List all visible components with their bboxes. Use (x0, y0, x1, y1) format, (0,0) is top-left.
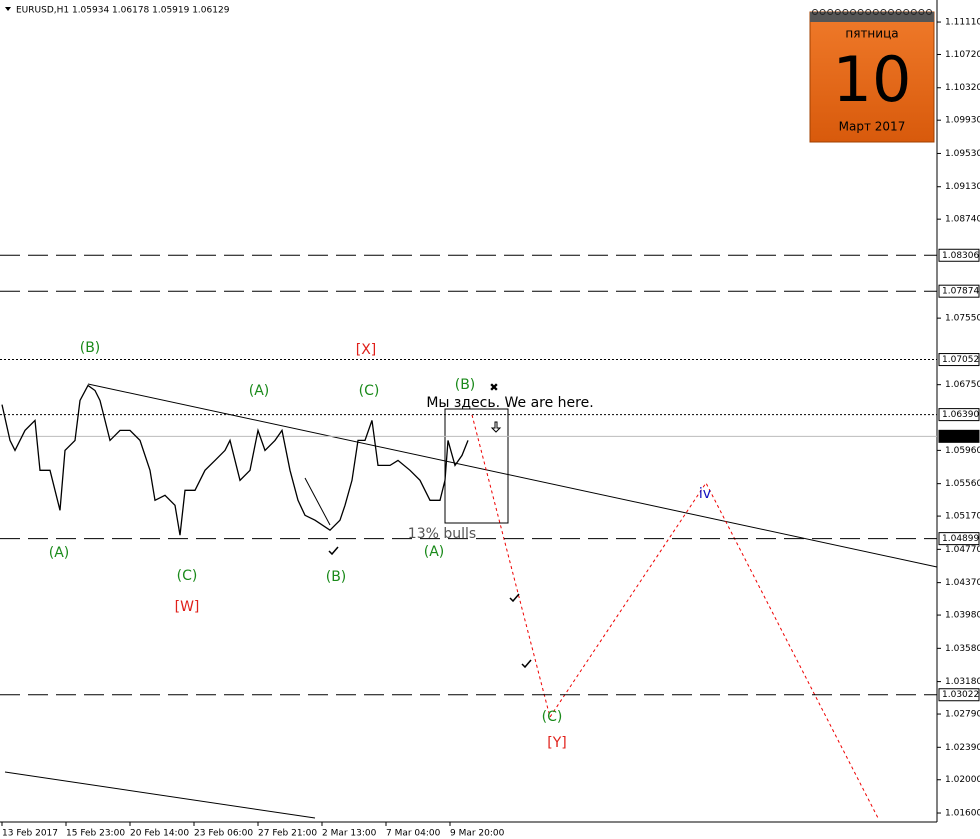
focus-box (444, 408, 509, 524)
y-tick-label: 1.01600 (945, 809, 980, 819)
forecast-path (471, 414, 879, 819)
check-icon (521, 659, 532, 669)
x-tick-label: 7 Mar 04:00 (386, 829, 441, 839)
level-label-box (938, 688, 980, 702)
calendar-page (809, 11, 935, 143)
menu-triangle (5, 7, 11, 11)
y-tick-label: 1.02790 (945, 710, 980, 720)
wave-label: (C) (542, 709, 563, 725)
y-tick-label: 1.10320 (945, 83, 980, 93)
x-tick-label: 23 Feb 06:00 (194, 829, 253, 839)
calendar-ring (918, 9, 925, 15)
x-tick-label: 13 Feb 2017 (2, 829, 58, 839)
y-tick-label: 1.03980 (945, 611, 980, 621)
calendar-month: Март 2017 (839, 120, 906, 134)
wave-label: [X] (356, 342, 377, 358)
y-tick-label: 1.09930 (945, 116, 980, 126)
y-tick-label: 1.02390 (945, 743, 980, 753)
level-label: 1.07874 (942, 287, 979, 297)
calendar-ring (812, 9, 818, 15)
calendar-ring (842, 9, 849, 15)
calendar-ring (872, 9, 879, 15)
wave-label: (C) (177, 568, 198, 584)
y-tick-label: 1.04370 (945, 578, 980, 588)
level-label: 1.04899 (942, 534, 979, 544)
y-tick-label: 1.04770 (945, 545, 980, 555)
calendar-ring (880, 9, 887, 15)
chart-title: EURUSD,H1 1.05934 1.06178 1.05919 1.0612… (16, 6, 230, 16)
wave-label: (B) (455, 377, 476, 393)
wave-label: [W] (175, 599, 200, 615)
level-label-box (938, 532, 980, 546)
calendar-ring (903, 9, 910, 15)
price-line (1, 384, 469, 536)
level-label-box (938, 248, 980, 262)
cross-icon: ✖ (489, 381, 498, 394)
calendar-ring (910, 9, 917, 15)
wave-label: iv (699, 486, 711, 502)
y-tick-label: 1.09530 (945, 149, 980, 159)
calendar-day: 10 (833, 43, 912, 116)
check-icon (509, 593, 520, 603)
y-tick-label: 1.07550 (945, 314, 980, 324)
y-tick-label: 1.06750 (945, 380, 980, 390)
y-tick-label: 1.05170 (945, 512, 980, 522)
level-label-box (938, 408, 980, 422)
wave-label: 13% bulls (408, 526, 476, 542)
x-tick-label: 27 Feb 21:00 (258, 829, 317, 839)
level-label: 1.08306 (942, 251, 979, 261)
wave-label: (B) (326, 569, 347, 585)
y-tick-label: 1.03180 (945, 677, 980, 687)
level-label-box (938, 429, 980, 443)
down-arrow-icon (490, 421, 502, 433)
calendar-ring (819, 9, 826, 15)
calendar-ring (895, 9, 902, 15)
wave-label: (C) (359, 383, 380, 399)
y-tick-label: 1.05560 (945, 479, 980, 489)
calendar-ring (827, 9, 834, 15)
wave-line (304, 477, 331, 526)
calendar-widget: пятница 10 Март 2017 (809, 11, 935, 143)
calendar-binding (810, 12, 934, 22)
level-label: 1.03022 (942, 690, 979, 700)
y-tick-label: 1.02000 (945, 775, 980, 785)
calendar-ring (850, 9, 856, 15)
x-tick-label: 15 Feb 23:00 (66, 829, 125, 839)
calendar-ring (888, 9, 894, 15)
calendar-ring (865, 9, 872, 15)
level-label: 1.06129 (942, 432, 979, 442)
y-tick-label: 1.03580 (945, 644, 980, 654)
y-tick-label: 1.11110 (945, 18, 980, 28)
y-tick-label: 1.10720 (945, 50, 980, 60)
y-tick-label: 1.05960 (945, 446, 980, 456)
check-icon (328, 546, 339, 556)
x-tick-label: 20 Feb 14:00 (130, 829, 189, 839)
y-tick-label: 1.09130 (945, 182, 980, 192)
level-label-box (938, 284, 980, 298)
wave-label: (A) (424, 544, 445, 560)
x-tick-label: 2 Mar 13:00 (322, 829, 377, 839)
y-tick-label: 1.08740 (945, 215, 980, 225)
trend-line (4, 771, 316, 819)
wave-label: (A) (249, 383, 270, 399)
calendar-ring (834, 9, 841, 15)
wave-label: Мы здесь. We are here. (426, 395, 593, 411)
level-label: 1.06390 (942, 410, 979, 420)
level-label: 1.07052 (942, 355, 979, 365)
x-tick-label: 9 Mar 20:00 (450, 829, 505, 839)
calendar-weekday: пятница (845, 27, 898, 41)
calendar-ring (926, 9, 932, 15)
wave-label: (B) (80, 340, 101, 356)
calendar-ring (857, 9, 864, 15)
wave-label: [Y] (547, 735, 566, 751)
level-label-box (938, 353, 980, 367)
wave-label: (A) (49, 545, 70, 561)
